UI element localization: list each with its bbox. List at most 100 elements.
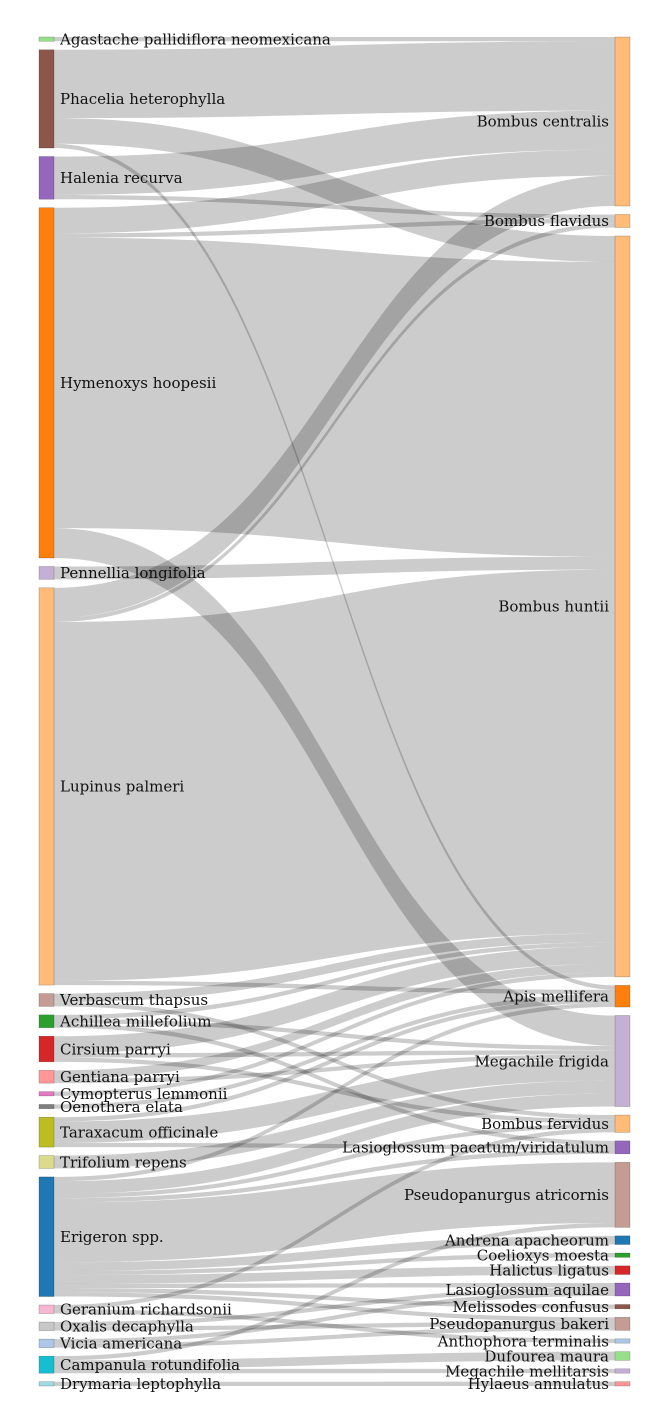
- target-node-megachile-mellitarsis: [614, 1368, 631, 1374]
- flow-link-campanula-megachile_m: [54, 1368, 615, 1374]
- target-node-coelioxys-moesta: [614, 1252, 631, 1258]
- flow-link-vicia-pseudo_b: [54, 1326, 615, 1348]
- flow-link-erigeron-coelioxys: [54, 1253, 615, 1276]
- target-label-dufourea-maura: Dufourea maura: [484, 1347, 609, 1365]
- source-node-drymaria-leptophylla: [38, 1381, 55, 1387]
- flow-link-achillea-lasio_p: [54, 1023, 615, 1146]
- flow-link-erigeron-lasio_p: [54, 1149, 615, 1203]
- target-node-bombus-fervidus: [614, 1114, 631, 1133]
- target-label-andrena-apacheorum: Andrena apacheorum: [444, 1231, 609, 1249]
- target-node-melissodes-confusus: [614, 1304, 631, 1310]
- target-label-pseudopanurgus-atricornis: Pseudopanurgus atricornis: [404, 1186, 609, 1204]
- source-node-hymenoxys-hoopesii: [38, 207, 55, 559]
- source-label-taraxacum-officinale: Taraxacum officinale: [60, 1123, 218, 1141]
- source-label-verbascum-thapsus: Verbascum thapsus: [59, 991, 208, 1009]
- flow-link-erigeron-megachile_f: [54, 1093, 615, 1194]
- target-label-hylaeus-annulatus: Hylaeus annulatus: [468, 1375, 609, 1393]
- flow-link-erigeron-lasio_a: [54, 1283, 615, 1288]
- source-node-halenia-recurva: [38, 156, 55, 200]
- source-label-lupinus-palmeri: Lupinus palmeri: [60, 778, 184, 796]
- flow-link-gentiana-b_huntii: [54, 963, 615, 1079]
- flow-link-verbascum-b_fervidus: [54, 1002, 615, 1120]
- flow-link-lupinus-b_centralis: [54, 175, 615, 618]
- source-label-vicia-americana: Vicia americana: [59, 1335, 182, 1353]
- flow-link-phacelia-b_centralis: [54, 41, 615, 119]
- target-label-megachile-frigida: Megachile frigida: [474, 1052, 609, 1070]
- flow-link-erigeron-pseudo_a: [54, 1162, 615, 1263]
- target-label-lasioglossum-pacatum-viridatulum: Lasioglossum pacatum/viridatulum: [342, 1139, 609, 1157]
- flow-link-taraxacum-megachile_f: [54, 1058, 615, 1143]
- source-label-achillea-millefolium: Achillea millefolium: [59, 1013, 211, 1031]
- target-node-dufourea-maura: [614, 1351, 631, 1361]
- flow-link-cymopterus-b_huntii: [54, 972, 615, 1096]
- source-label-gentiana-parryi: Gentiana parryi: [60, 1068, 180, 1086]
- target-node-lasioglossum-pacatum-viridatulum: [614, 1140, 631, 1155]
- source-node-trifolium-repens: [38, 1155, 55, 1169]
- target-node-bombus-huntii: [614, 235, 631, 978]
- target-label-bombus-fervidus: Bombus fervidus: [481, 1115, 609, 1133]
- source-label-oxalis-decaphylla: Oxalis decaphylla: [60, 1318, 194, 1336]
- target-label-anthophora-terminalis: Anthophora terminalis: [437, 1332, 609, 1350]
- target-node-hylaeus-annulatus: [614, 1381, 631, 1387]
- target-label-melissodes-confusus: Melissodes confusus: [452, 1298, 609, 1316]
- source-node-oxalis-decaphylla: [38, 1321, 55, 1331]
- flow-link-phacelia-apis: [54, 143, 615, 990]
- target-node-pseudopanurgus-bakeri: [614, 1317, 631, 1331]
- flow-link-agastache-b_centralis: [54, 37, 615, 42]
- flow-link-gentiana-megachile_f: [54, 1054, 615, 1084]
- source-label-phacelia-heterophylla: Phacelia heterophylla: [60, 90, 225, 108]
- target-node-megachile-frigida: [614, 1015, 631, 1107]
- target-label-bombus-centralis: Bombus centralis: [477, 113, 609, 131]
- flow-link-verbascum-b_huntii: [54, 933, 615, 1003]
- node-labels: Agastache pallidiflora neomexicana Phacel…: [59, 30, 609, 1393]
- target-label-bombus-huntii: Bombus huntii: [498, 598, 609, 616]
- flow-link-hymenoxys-b_centralis: [54, 149, 615, 234]
- target-label-halictus-ligatus: Halictus ligatus: [489, 1261, 609, 1279]
- target-label-bombus-flavidus: Bombus flavidus: [484, 212, 609, 230]
- source-node-lupinus-palmeri: [38, 587, 55, 986]
- source-label-campanula-rotundifolia: Campanula rotundifolia: [60, 1356, 240, 1374]
- target-node-apis-mellifera: [614, 985, 631, 1008]
- flow-link-erigeron-andrena: [54, 1235, 615, 1271]
- source-label-hymenoxys-hoopesii: Hymenoxys hoopesii: [60, 374, 216, 392]
- flow-link-erigeron-b_fervidus: [54, 1123, 615, 1199]
- target-node-anthophora-terminalis: [614, 1338, 631, 1344]
- flow-link-hymenoxys-b_flavidus: [54, 218, 615, 238]
- source-node-gentiana-parryi: [38, 1070, 55, 1084]
- source-node-agastache-pallidiflora-neomexicana: [38, 36, 55, 42]
- flow-link-vicia-lasio_a: [54, 1291, 615, 1344]
- source-node-geranium-richardsonii: [38, 1304, 55, 1314]
- flow-link-taraxacum-apis: [54, 998, 615, 1122]
- flow-nodes: [38, 36, 631, 1387]
- flow-link-halenia-b_centralis: [54, 110, 615, 195]
- target-label-megachile-mellitarsis: Megachile mellitarsis: [445, 1362, 609, 1380]
- target-node-bombus-flavidus: [614, 214, 631, 228]
- flow-link-cirsium-b_huntii: [54, 946, 615, 1054]
- target-node-bombus-centralis: [614, 36, 631, 207]
- flow-link-erigeron-apis: [54, 1002, 615, 1182]
- flow-link-drymaria-hylaeus: [54, 1381, 615, 1386]
- flow-link-erigeron-halictus: [54, 1265, 615, 1284]
- source-label-drymaria-leptophylla: Drymaria leptophylla: [60, 1375, 221, 1393]
- flow-link-lupinus-apis: [54, 980, 615, 995]
- flow-link-geranium-anthophora: [54, 1309, 615, 1344]
- source-node-verbascum-thapsus: [38, 993, 55, 1007]
- source-label-cymopterus-lemmonii: Cymopterus lemmonii: [60, 1085, 228, 1103]
- target-node-halictus-ligatus: [614, 1265, 631, 1275]
- source-node-taraxacum-officinale: [38, 1116, 55, 1148]
- source-node-vicia-americana: [38, 1338, 55, 1348]
- flow-link-cirsium-b_fervidus: [54, 1057, 615, 1124]
- target-label-coelioxys-moesta: Coelioxys moesta: [477, 1246, 609, 1264]
- target-node-lasioglossum-aquilae: [614, 1282, 631, 1297]
- flow-link-oenothera-apis: [54, 994, 615, 1109]
- flow-link-geranium-b_fervidus: [54, 1128, 615, 1310]
- source-label-halenia-recurva: Halenia recurva: [60, 169, 183, 187]
- source-label-trifolium-repens: Trifolium repens: [60, 1153, 187, 1171]
- flow-link-lupinus-b_flavidus: [54, 223, 615, 622]
- source-label-cirsium-parryi: Cirsium parryi: [60, 1040, 171, 1058]
- target-label-lasioglossum-aquilae: Lasioglossum aquilae: [445, 1281, 609, 1299]
- source-label-geranium-richardsonii: Geranium richardsonii: [60, 1301, 232, 1319]
- flow-link-campanula-pseudo_a: [54, 1223, 615, 1361]
- flow-link-halenia-b_flavidus: [54, 194, 615, 219]
